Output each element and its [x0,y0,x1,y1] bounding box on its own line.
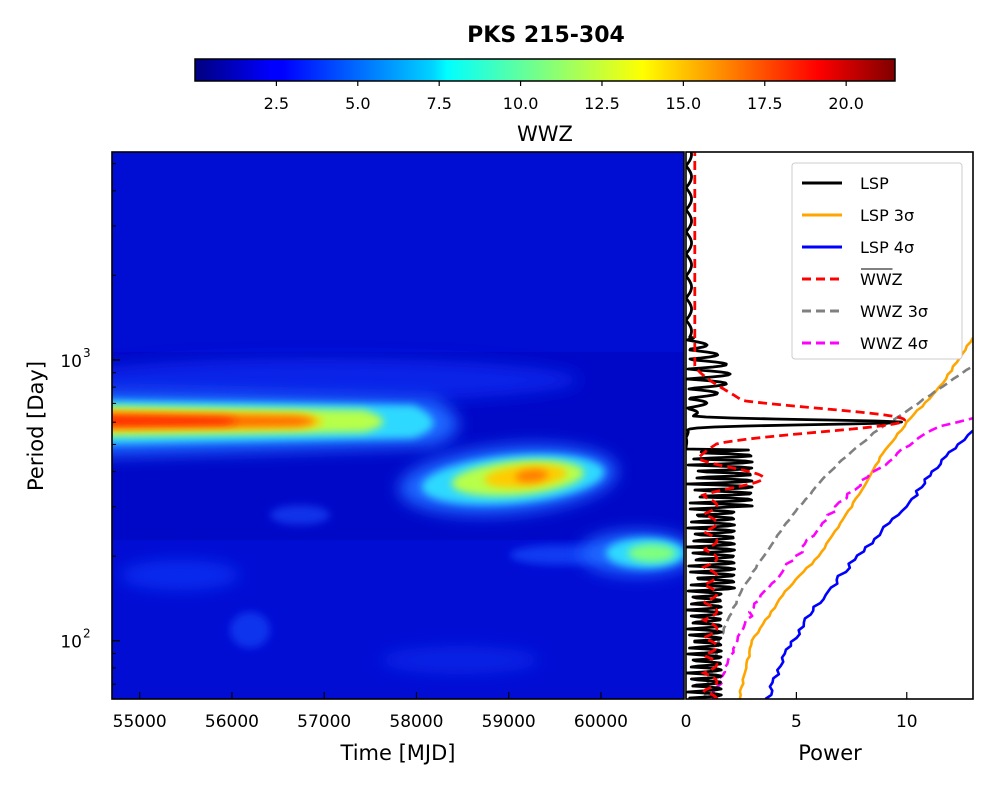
power-series-lsp-3- [738,337,973,699]
heatmap-texture [112,152,684,699]
colorbar-tick-label: 2.5 [264,94,289,113]
heatmap-y-tick-exponent: 2 [83,627,91,641]
heatmap-y-tick-label: 10 [60,633,82,653]
legend-label: LSP 4σ [860,238,914,257]
chart-title: PKS 215-304 [467,23,625,48]
legend: LSP LSP 3σ LSP 4σ WWZ WWZ 3σ WWZ 4σ [791,162,963,360]
heatmap-x-tick-label: 58000 [389,712,443,732]
heatmap-mid-band [112,358,580,402]
power-series-wwz-4- [711,416,973,699]
heatmap-features [112,390,684,576]
heatmap-x-label: Time [MJD] [340,741,456,765]
heatmap-feature-secondary [398,444,618,516]
power-panel: 0 5 10 Power LSP LSP 3σ LSP 4σ WWZ WWZ 3σ WWZ 4… [681,151,974,765]
heatmap-low-patch-1 [120,560,240,590]
power-x-ticks: 0 5 10 [681,692,918,732]
legend-items: LSP LSP 3σ LSP 4σ WWZ WWZ 3σ WWZ 4σ [802,174,928,353]
legend-label: WWZ 4σ [860,334,928,353]
power-x-tick-label: 5 [791,712,802,732]
heatmap-y-tick-label: 10 [60,352,82,372]
tertiary-blob-green [627,544,676,563]
legend-label: LSP [860,174,889,193]
heatmap-y-tick-exponent: 3 [83,346,91,360]
heatmap-x-tick-label: 60000 [574,712,628,732]
colorbar: 2.5 5.0 7.5 10.0 12.5 15.0 17.5 20.0 WWZ [194,58,896,146]
colorbar-tick-label: 12.5 [584,94,620,113]
heatmap-feature-tertiary [579,531,684,576]
heatmap-frame [111,151,685,700]
power-series-wwz-mean [693,152,907,699]
heatmap-y-label: Period [Day] [24,361,48,491]
power-x-tick-label: 10 [896,712,918,732]
heatmap-x-tick-label: 56000 [205,712,259,732]
colorbar-tick-label: 5.0 [345,94,370,113]
heatmap-x-tick-label: 55000 [113,712,167,732]
heatmap-low-patch-3 [270,505,330,525]
colorbar-tick-label: 17.5 [747,94,783,113]
colorbar-tick-label: 15.0 [666,94,702,113]
heatmap-x-tick-label: 59000 [482,712,536,732]
heatmap-x-ticks: 55000 56000 57000 58000 59000 60000 [113,692,628,732]
secondary-band-orange [515,469,549,482]
power-x-tick-label: 0 [681,712,692,732]
colorbar-tick-label: 10.0 [503,94,539,113]
legend-label: WWZ [860,270,903,289]
power-lines [686,152,973,699]
power-frame [685,151,974,700]
heatmap-feature-primary [112,390,459,456]
legend-label: WWZ 3σ [860,302,928,321]
heatmap-low-patch-5 [380,646,540,674]
colorbar-ticks: 2.5 5.0 7.5 10.0 12.5 15.0 17.5 20.0 [264,81,864,113]
colorbar-tick-label: 7.5 [426,94,451,113]
primary-band-red [112,416,237,426]
heatmap-upper-region [112,152,684,352]
heatmap-x-tick-label: 57000 [297,712,351,732]
power-x-label: Power [798,741,862,765]
colorbar-gradient [194,58,896,82]
colorbar-tick-label: 20.0 [828,94,864,113]
colorbar-label: WWZ [517,122,573,146]
power-series-lsp-4- [764,429,973,699]
heatmap-low-patch-2 [230,612,270,648]
legend-label: LSP 3σ [860,206,914,225]
